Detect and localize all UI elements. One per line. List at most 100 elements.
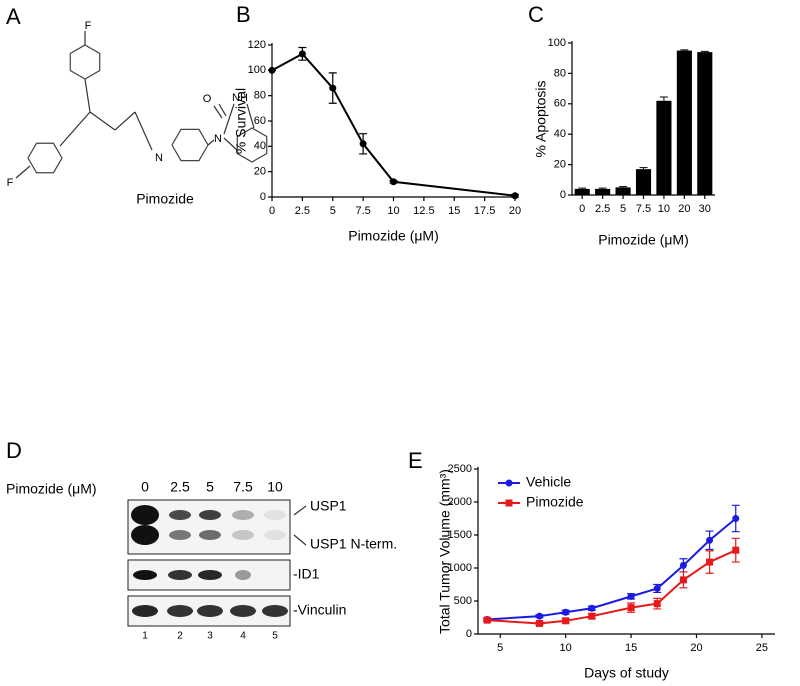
x-tick-label: 30 xyxy=(699,203,711,215)
error-bar xyxy=(598,187,607,189)
band xyxy=(199,530,221,540)
y-tick-label: 100 xyxy=(548,37,566,49)
error-bar xyxy=(619,186,628,188)
marker xyxy=(706,558,714,566)
y-tick-label: 1500 xyxy=(448,529,472,541)
atom-label: F xyxy=(7,177,14,189)
ring xyxy=(69,44,101,80)
bond xyxy=(134,111,153,151)
band-label: USP1 N-term. xyxy=(310,536,397,552)
x-axis-label: Pimozide (μM) xyxy=(348,228,439,244)
x-tick-label: 15 xyxy=(448,205,460,217)
marker xyxy=(359,140,367,148)
atom-label: NH xyxy=(232,92,248,104)
marker xyxy=(562,608,570,616)
x-tick-label: 20 xyxy=(678,203,690,215)
atom-label: F xyxy=(85,20,92,32)
y-tick-label: 0 xyxy=(560,189,566,201)
bar xyxy=(676,50,692,195)
band xyxy=(131,525,159,545)
marker xyxy=(562,617,570,625)
y-tick-label: 80 xyxy=(554,67,566,79)
x-tick-label: 12.5 xyxy=(413,205,434,217)
x-tick-label: 7.5 xyxy=(636,203,651,215)
marker xyxy=(732,515,740,522)
bond xyxy=(207,139,215,146)
dose-label: 10 xyxy=(267,479,283,495)
error-bar xyxy=(700,50,709,53)
bond xyxy=(223,137,238,151)
error-bar xyxy=(659,96,668,101)
bar xyxy=(697,52,713,196)
band xyxy=(264,530,286,540)
y-tick-label: 2500 xyxy=(448,463,472,475)
panel-label: C xyxy=(528,2,544,27)
legend-label: Vehicle xyxy=(526,474,571,490)
marker xyxy=(679,561,687,569)
marker xyxy=(268,66,276,74)
marker xyxy=(627,592,635,600)
marker xyxy=(588,604,596,612)
bar xyxy=(615,187,631,195)
bracket xyxy=(293,534,307,546)
marker xyxy=(390,178,397,186)
band xyxy=(235,570,251,580)
band xyxy=(168,570,192,580)
dose-label: 5 xyxy=(206,479,214,495)
marker xyxy=(653,584,661,592)
line xyxy=(487,549,737,625)
ring xyxy=(236,127,268,163)
x-tick-label: 10 xyxy=(387,205,399,217)
ring xyxy=(27,142,63,174)
treatment-label: Pimozide (μM) xyxy=(6,481,97,497)
y-tick-label: 80 xyxy=(254,90,266,102)
x-tick-label: 2.5 xyxy=(595,203,610,215)
x-tick-label: 15 xyxy=(625,642,637,654)
band xyxy=(230,605,256,617)
y-tick-label: 100 xyxy=(248,64,266,76)
y-tick-label: 500 xyxy=(454,595,472,607)
lane-label: 5 xyxy=(272,631,278,642)
y-axis-label: Total Tumor Volume (mm³) xyxy=(437,469,453,634)
y-tick-label: 40 xyxy=(254,140,266,152)
band xyxy=(132,605,158,617)
lane-label: 4 xyxy=(240,631,246,642)
y-tick-label: 60 xyxy=(554,98,566,110)
bond xyxy=(89,111,116,131)
compound-name: Pimozide xyxy=(136,191,194,207)
dose-label: 7.5 xyxy=(233,479,253,495)
bond xyxy=(223,103,235,135)
band-label: -ID1 xyxy=(293,566,320,582)
y-tick-label: 1000 xyxy=(448,562,472,574)
lane-label: 1 xyxy=(142,631,148,642)
y-axis-label: % Apoptosis xyxy=(533,80,549,157)
x-tick-label: 5 xyxy=(330,205,336,217)
x-tick-label: 17.5 xyxy=(474,205,495,217)
lane-label: 2 xyxy=(177,631,183,642)
error-bar xyxy=(680,49,689,51)
y-tick-label: 20 xyxy=(554,159,566,171)
legend-label: Pimozide xyxy=(526,494,584,510)
marker xyxy=(483,616,491,624)
band xyxy=(133,570,157,580)
legend-marker xyxy=(505,499,513,507)
marker xyxy=(706,536,714,544)
y-tick-label: 40 xyxy=(554,128,566,140)
bond xyxy=(59,111,91,147)
x-tick-label: 0 xyxy=(269,205,275,217)
band xyxy=(199,510,221,520)
band xyxy=(198,570,222,580)
band xyxy=(131,505,159,525)
x-axis-label: Days of study xyxy=(584,665,669,681)
legend-marker xyxy=(505,479,513,487)
marker xyxy=(588,612,596,620)
error-bar xyxy=(639,167,648,170)
dose-label: 0 xyxy=(141,479,149,495)
x-tick-label: 20 xyxy=(509,205,521,217)
bond xyxy=(84,78,91,113)
band xyxy=(169,530,191,540)
y-tick-label: 0 xyxy=(260,191,266,203)
band xyxy=(232,530,254,540)
bracket xyxy=(293,505,307,516)
atom-label: N xyxy=(155,152,163,164)
